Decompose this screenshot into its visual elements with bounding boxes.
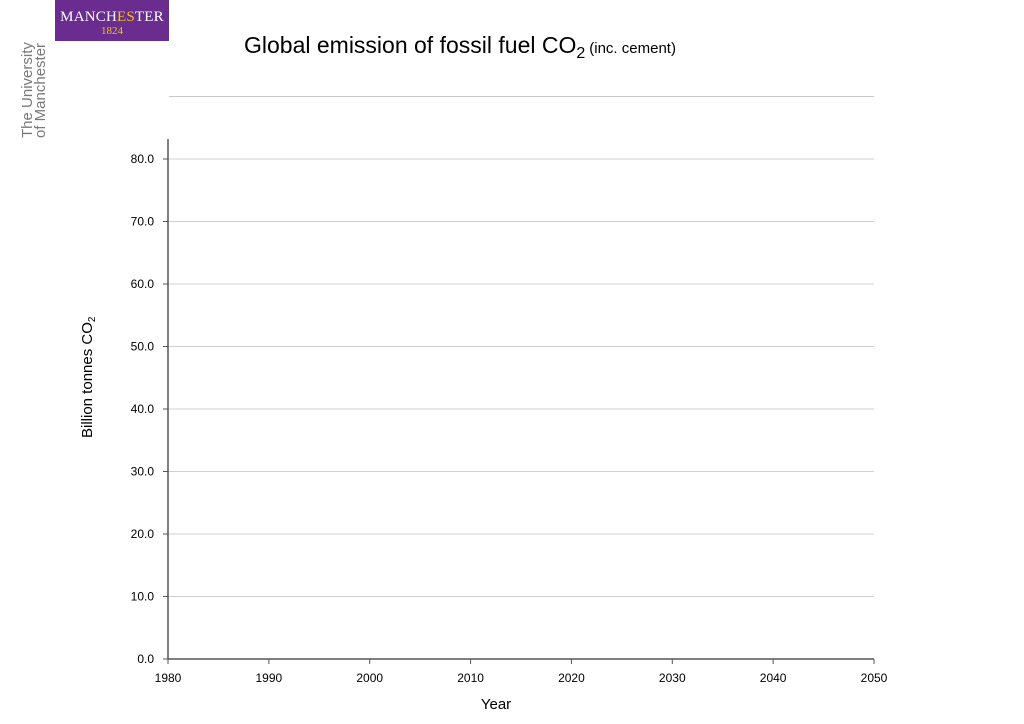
y-tick-label: 30.0 — [131, 465, 155, 479]
y-tick-label: 0.0 — [137, 652, 154, 666]
x-tick-label: 2040 — [760, 671, 787, 685]
x-tick-label: 2020 — [558, 671, 585, 685]
y-tick-label: 80.0 — [131, 152, 155, 166]
title-divider — [169, 96, 874, 97]
x-tick-label: 1990 — [256, 671, 283, 685]
x-tick-label: 2000 — [356, 671, 383, 685]
y-tick-labels: 0.0 10.0 20.0 30.0 40.0 50.0 60.0 70.0 80.0 — [131, 152, 155, 666]
title-note: (inc. cement) — [589, 40, 676, 57]
y-tick-label: 60.0 — [131, 277, 155, 291]
x-axis-label: Year — [480, 696, 512, 713]
y-axis-label-subscript: 2 — [87, 316, 98, 323]
y-tick-label: 10.0 — [131, 590, 155, 604]
axes — [163, 139, 875, 664]
x-tick-label: 2010 — [457, 671, 484, 685]
chart-title: Global emission of fossil fuel CO2 (inc. … — [244, 32, 676, 62]
x-tick-label: 2030 — [659, 671, 686, 685]
logo-wordmark: MANCHESTER — [60, 9, 164, 25]
university-logo: MANCHESTER 1824 — [55, 0, 169, 41]
y-tick-label: 40.0 — [131, 402, 155, 416]
title-subscript: 2 — [576, 45, 586, 62]
gridlines — [168, 158, 874, 597]
y-axis-label: Billion tonnes CO2 — [79, 316, 98, 438]
logo-year: 1824 — [101, 25, 123, 37]
y-tick-label: 20.0 — [131, 527, 155, 541]
y-tick-label: 70.0 — [131, 215, 155, 229]
y-tick-label: 50.0 — [131, 340, 155, 354]
x-tick-labels: 1980 1990 2000 2010 2020 2030 2040 2050 — [155, 671, 888, 685]
x-tick-label: 2050 — [861, 671, 888, 685]
x-tick-label: 1980 — [155, 671, 182, 685]
